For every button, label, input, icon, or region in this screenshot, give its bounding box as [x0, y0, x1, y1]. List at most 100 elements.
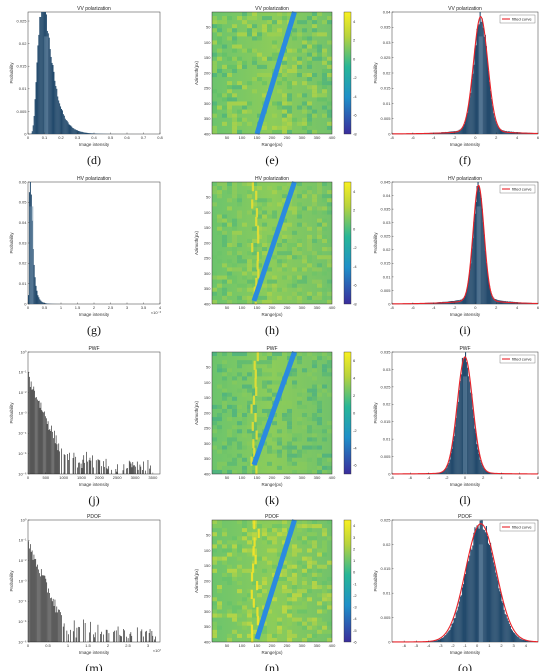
bar	[497, 126, 499, 134]
heatmap-cell	[292, 593, 297, 598]
bar	[466, 291, 468, 304]
heatmap-cell	[322, 597, 327, 602]
bar	[61, 110, 63, 134]
heatmap-cell	[237, 81, 242, 86]
heatmap-cell	[302, 40, 307, 45]
heatmap-cell	[232, 396, 237, 401]
bar	[64, 118, 66, 134]
y-tick-label: 150	[204, 563, 211, 568]
heatmap-cell	[237, 453, 242, 458]
x-axis-label: Range(px)	[261, 312, 283, 317]
heatmap-cell	[302, 556, 307, 561]
heatmap-cell	[277, 576, 282, 581]
heatmap-cell	[317, 56, 322, 61]
heatmap-cell	[297, 32, 302, 37]
colorbar-tick-label: -6	[353, 639, 357, 644]
heatmap-cell	[242, 299, 247, 304]
heatmap-cell	[317, 457, 322, 462]
heatmap-cell	[227, 469, 232, 474]
heatmap-cell	[317, 186, 322, 191]
plot-area	[391, 11, 539, 135]
x-tick-label: -3	[439, 643, 443, 648]
colorbar-tick-label: 4	[353, 523, 356, 528]
heatmap-cell	[267, 101, 272, 106]
bar	[87, 133, 89, 134]
colorbar	[343, 11, 352, 135]
heatmap-cell	[297, 621, 302, 626]
chart-title: PWF	[459, 346, 470, 352]
heatmap-cell	[262, 629, 267, 634]
heatmap-cell	[297, 421, 302, 426]
heatmap-cell	[217, 540, 222, 545]
bar	[521, 639, 523, 642]
heatmap-cell	[272, 469, 277, 474]
heatmap-cell	[302, 536, 307, 541]
bar	[453, 436, 455, 474]
bar	[477, 449, 479, 474]
bar	[78, 131, 80, 134]
heatmap-cell	[287, 48, 292, 53]
heatmap-cell	[282, 536, 287, 541]
bar	[436, 640, 438, 642]
bar	[460, 595, 462, 642]
bar	[47, 33, 49, 134]
heatmap-cell	[267, 267, 272, 272]
heatmap-cell	[237, 60, 242, 65]
bar	[453, 618, 455, 642]
heatmap-cell	[247, 633, 252, 638]
heatmap-cell	[247, 182, 252, 187]
heatmap-cell	[257, 198, 262, 203]
heatmap-cell	[287, 97, 292, 102]
heatmap-cell	[222, 576, 227, 581]
y-tick-label: 0	[24, 131, 27, 136]
x-tick-label: 6	[519, 475, 522, 480]
heatmap-cell	[267, 279, 272, 284]
heatmap-cell	[272, 283, 277, 288]
y-tick-label: 0.02	[383, 70, 392, 75]
heatmap-cell	[282, 109, 287, 114]
bar	[458, 129, 460, 134]
bar	[44, 303, 46, 304]
heatmap-cell	[242, 625, 247, 630]
heatmap-cell	[327, 576, 332, 581]
heatmap-cell	[257, 251, 262, 256]
heatmap-cell	[232, 576, 237, 581]
heatmap-cell	[307, 206, 312, 211]
heatmap-cell	[232, 194, 237, 199]
heatmap-cell	[277, 524, 282, 529]
heatmap-cell	[242, 413, 247, 418]
heatmap-cell	[282, 421, 287, 426]
heatmap-cell	[227, 540, 232, 545]
band-segment	[257, 269, 260, 279]
bar	[515, 634, 517, 642]
y-tick-label: 10⁻⁴	[18, 599, 27, 604]
bar	[466, 565, 468, 642]
heatmap-cell	[302, 368, 307, 373]
heatmap-cell	[227, 637, 232, 642]
heatmap-cell	[232, 101, 237, 106]
heatmap-cell	[287, 421, 292, 426]
y-axis-label: Probability	[373, 232, 378, 254]
heatmap-cell	[307, 388, 312, 393]
legend-label: fitted curve	[512, 17, 532, 22]
heatmap-cell	[312, 437, 317, 442]
heatmap-cell	[317, 629, 322, 634]
heatmap-cell	[312, 198, 317, 203]
y-axis-label: Probability	[373, 570, 378, 592]
y-tick-label: 0.02	[19, 41, 28, 46]
heatmap-cell	[227, 445, 232, 450]
heatmap-cell	[242, 109, 247, 114]
band-segment	[251, 421, 254, 431]
colorbar	[343, 181, 352, 305]
heatmap-cell	[247, 360, 252, 365]
x-tick-label: 0.8	[157, 135, 163, 140]
heatmap-cell	[277, 251, 282, 256]
heatmap-cell	[227, 259, 232, 264]
heatmap-cell	[282, 605, 287, 610]
heatmap-cell	[317, 601, 322, 606]
heatmap-cell	[322, 465, 327, 470]
heatmap-cell	[267, 548, 272, 553]
bar-highlight	[463, 376, 467, 474]
heatmap-cell	[232, 222, 237, 227]
heatmap-cell	[242, 457, 247, 462]
